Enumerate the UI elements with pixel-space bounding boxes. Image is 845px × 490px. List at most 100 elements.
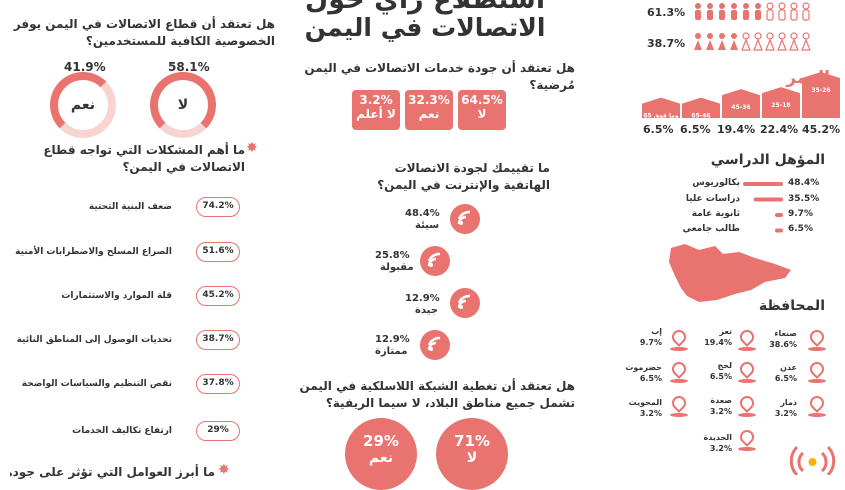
governorate-value: 19.4% <box>704 338 732 347</box>
governorate-name: المحويت <box>628 398 662 407</box>
wifi-icon <box>420 246 450 276</box>
quality-question: هل تعتقد أن جودة خدمات الاتصالات في اليم… <box>304 61 575 92</box>
education-label: دراسات عليا <box>685 194 740 204</box>
problem-value: 51.6% <box>196 242 240 262</box>
person-female-outline-icon <box>777 32 787 51</box>
rating-value: 12.9% <box>405 293 440 304</box>
education-label: طالب جامعي <box>682 224 740 234</box>
problem-item: 38.7% تحديات الوصول إلى المناطق النائية <box>17 330 240 350</box>
person-icon <box>743 3 749 20</box>
gender-section: 61.3% 38.7% <box>640 0 845 55</box>
age-value: 22.4% <box>760 123 799 136</box>
governorate-item: تعز 19.4% <box>690 326 732 348</box>
age-bar <box>722 89 760 118</box>
governorate-name: الحديدة <box>703 433 732 442</box>
gender-male-value: 61.3% <box>647 6 686 19</box>
person-outline-icon <box>766 2 774 21</box>
rating-label: ممتازة <box>375 346 408 357</box>
asterisk-icon: ✸ <box>218 462 230 478</box>
quality-answer-value: 3.2% <box>359 93 393 107</box>
rating-question: ما تقييمك لجودة الاتصالات الهاتفية والإن… <box>377 161 550 192</box>
education-value: 9.7% <box>788 209 813 219</box>
wifi-icon <box>450 204 480 234</box>
person-female-icon <box>718 33 726 50</box>
problem-value: 74.2% <box>196 197 240 217</box>
age-bar-label: 65 وما فوق <box>643 113 679 118</box>
governorate-value: 3.2% <box>709 407 732 416</box>
coverage-answer-value: 71% <box>454 432 490 450</box>
governorates-title: المحافظة <box>758 298 825 314</box>
governorate-name: صنعاء <box>774 329 797 338</box>
page-title-line1: استطلاع رأي حول <box>300 0 550 14</box>
governorate-value: 3.2% <box>709 444 732 453</box>
education-bars <box>743 182 783 233</box>
governorate-name: عدن <box>780 363 797 372</box>
quality-answer-value: 64.5% <box>461 93 503 107</box>
education-value: 48.4% <box>788 178 820 188</box>
governorate-value: 6.5% <box>639 374 662 383</box>
privacy-answer-value: 58.1% <box>168 60 210 74</box>
age-bar <box>802 72 840 118</box>
page-title: استطلاع رأي حول الاتصالات في اليمن <box>300 0 550 42</box>
person-outline-icon <box>778 2 786 21</box>
location-pin-base <box>808 413 826 417</box>
person-female-icon <box>730 33 738 50</box>
age-bar <box>762 87 800 118</box>
location-pin-icon <box>737 393 757 413</box>
rating-value: 12.9% <box>375 334 410 345</box>
education-bar <box>775 228 783 233</box>
coverage-answer-label: لا <box>466 450 478 466</box>
location-pin-base <box>670 347 688 351</box>
problem-label: تحديات الوصول إلى المناطق النائية <box>16 335 172 345</box>
governorate-item: صنعاء 38.6% <box>755 328 797 350</box>
location-pin-base <box>738 347 756 351</box>
signal-tower-icon <box>789 445 836 475</box>
age-value: 6.5% <box>680 123 711 136</box>
location-pin-base <box>738 379 756 383</box>
person-female-icon <box>694 33 702 50</box>
problem-label: قلة الموارد والاستثمارات <box>61 291 172 301</box>
governorate-name: لحج <box>717 361 732 370</box>
age-bars: 35-26 25-18 45-36 65-46 65 وما فوق <box>642 72 840 118</box>
quality-answer-value: 32.3% <box>408 93 450 107</box>
location-pin-icon <box>737 327 757 347</box>
problem-item: 51.6% الصراع المسلح والاضطرابات الأمنية <box>15 242 240 262</box>
rating-value: 48.4% <box>405 208 440 219</box>
people-icons-row-1 <box>695 2 810 21</box>
age-value: 45.2% <box>802 123 841 136</box>
wifi-icon <box>450 288 480 318</box>
age-bar <box>642 97 680 118</box>
problem-item: 37.8% نقص التنظيم والسياسات الواضحة <box>22 374 240 394</box>
location-pin-base <box>808 379 826 383</box>
quality-answer-box: 3.2% لا أعلم <box>352 90 400 130</box>
governorate-name: صعدة <box>710 396 732 405</box>
coverage-answer-label: نعم <box>368 450 394 466</box>
person-female-outline-icon <box>765 32 775 51</box>
person-icon <box>731 3 737 20</box>
coverage-answer-circle: 29% نعم <box>345 418 417 490</box>
problem-label: ارتفاع تكاليف الخدمات <box>72 426 172 436</box>
age-bar-label: 65-46 <box>691 113 710 118</box>
age-value: 19.4% <box>717 123 756 136</box>
person-outline-icon <box>790 2 798 21</box>
location-pin-base <box>738 413 756 417</box>
age-chart: 35-26 25-18 45-36 65-46 65 وما فوق 45.2% 22.… <box>625 68 840 143</box>
education-label: ثانوية عامة <box>691 209 740 219</box>
governorate-name: تعز <box>719 327 733 336</box>
governorate-value: 3.2% <box>774 409 797 418</box>
person-icon <box>719 3 725 20</box>
person-icon <box>695 3 701 20</box>
governorate-item: إب 9.7% <box>620 326 662 348</box>
problem-label: نقص التنظيم والسياسات الواضحة <box>21 379 172 389</box>
governorate-item: حضرموت 6.5% <box>612 362 662 384</box>
location-pin-icon <box>669 359 689 379</box>
coverage-answer-circle: 71% لا <box>436 418 508 490</box>
coverage-question: هل تعتقد أن تغطية الشبكة اللاسلكية في ال… <box>299 379 575 410</box>
governorate-item: لحج 6.5% <box>690 360 732 382</box>
person-female-icon <box>706 33 714 50</box>
person-female-outline-icon <box>753 32 763 51</box>
governorate-item: صعدة 3.2% <box>690 395 732 417</box>
governorate-value: 3.2% <box>639 409 662 418</box>
location-pin-base <box>670 379 688 383</box>
age-bar <box>682 97 720 118</box>
